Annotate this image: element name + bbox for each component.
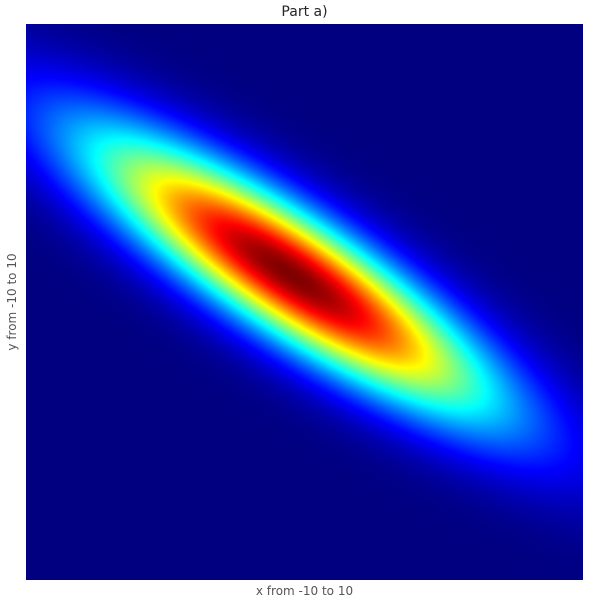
heatmap-image: [26, 24, 583, 580]
heatmap-plot: [26, 24, 583, 580]
x-axis-label: x from -10 to 10: [255, 584, 354, 598]
y-axis-label: y from -10 to 10: [5, 253, 19, 351]
chart-title: Part a): [281, 4, 328, 20]
